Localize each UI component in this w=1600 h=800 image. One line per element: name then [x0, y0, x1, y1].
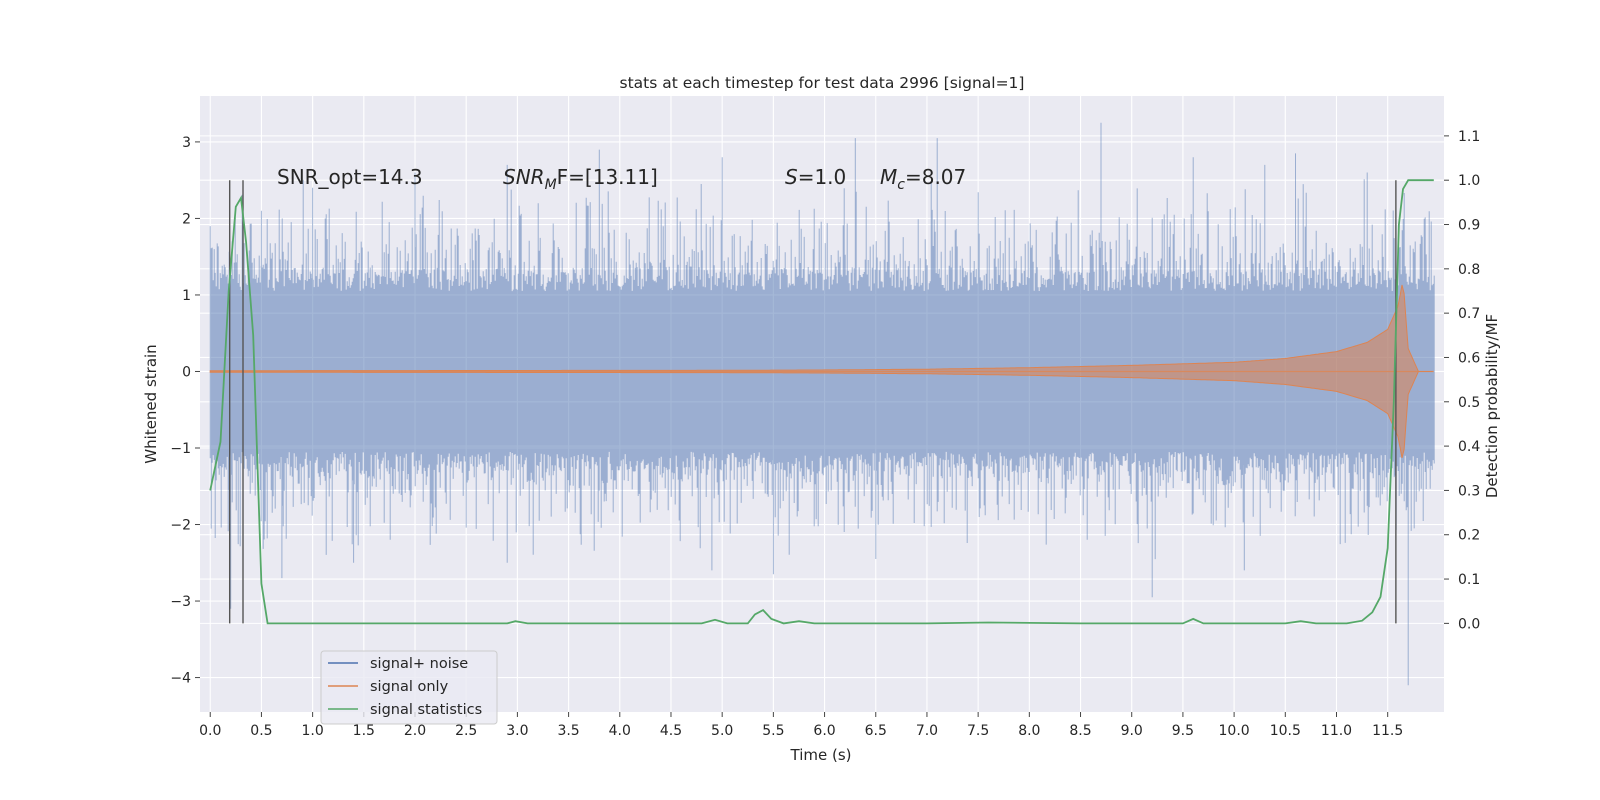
- right-y-tick-label: 0.4: [1458, 439, 1480, 455]
- x-tick-label: 7.5: [967, 723, 989, 739]
- right-y-tick-label: 0.1: [1458, 572, 1480, 588]
- x-tick-label: 0.5: [250, 723, 272, 739]
- mc-symbol: M: [880, 165, 897, 189]
- x-tick-label: 2.0: [404, 723, 426, 739]
- left-y-tick-label: 1: [182, 288, 191, 304]
- snr-mf-annotation: SNRMF=[13.11]: [503, 165, 658, 193]
- x-tick-label: 5.0: [711, 723, 733, 739]
- legend-label-noise: signal+ noise: [370, 656, 468, 672]
- right-y-tick-label: 0.2: [1458, 528, 1480, 544]
- x-tick-label: 6.5: [865, 723, 887, 739]
- right-y-axis-label: Detection probability/MF: [1483, 314, 1501, 498]
- left-y-tick-labels: 3 2 1 0 −1 −2 −3 −4: [170, 135, 200, 687]
- right-y-tick-label: 1.0: [1458, 173, 1480, 189]
- x-tick-label: 6.0: [813, 723, 835, 739]
- right-y-tick-label: 0.5: [1458, 395, 1480, 411]
- left-y-tick-label: 2: [182, 211, 191, 227]
- x-tick-label: 1.5: [353, 723, 375, 739]
- signal-statistics-series: [209, 179, 1434, 625]
- x-tick-label: 5.5: [762, 723, 784, 739]
- mc-annotation: Mc=8.07: [880, 165, 966, 193]
- left-y-axis-label: Whitened strain: [142, 344, 160, 463]
- x-tick-label: 8.0: [1018, 723, 1040, 739]
- x-tick-label: 11.0: [1321, 723, 1352, 739]
- x-tick-label: 3.0: [506, 723, 528, 739]
- x-tick-label: 1.0: [301, 723, 323, 739]
- x-tick-label: 10.5: [1270, 723, 1301, 739]
- snr-opt-annotation: SNR_opt=14.3: [277, 165, 423, 189]
- right-y-tick-labels: 1.1 1.0 0.9 0.8 0.7 0.6 0.5 0.4 0.3 0.2 0.1 0.0: [1444, 129, 1480, 632]
- x-tick-label: 10.0: [1219, 723, 1250, 739]
- left-y-tick-label: 3: [182, 135, 191, 151]
- x-tick-label: 0.0: [199, 723, 221, 739]
- s-annotation: S=1.0: [785, 165, 846, 189]
- vertical-markers: [228, 180, 1397, 624]
- right-y-tick-label: 0.6: [1458, 350, 1480, 366]
- left-y-tick-label: −1: [170, 441, 191, 457]
- x-tick-labels: 0.0 0.5 1.0 1.5 2.0 2.5 3.0 3.5 4.0 4.5 5.0 5.5 6.0 6…: [199, 712, 1403, 739]
- s-symbol: S: [785, 165, 798, 189]
- left-y-tick-label: −3: [170, 594, 191, 610]
- x-tick-label: 9.0: [1121, 723, 1143, 739]
- s-value: =1.0: [798, 165, 847, 189]
- snr-mf-value: F=[13.11]: [557, 165, 658, 189]
- x-tick-label: 7.0: [916, 723, 938, 739]
- x-tick-label: 8.5: [1069, 723, 1091, 739]
- left-y-tick-label: −4: [170, 671, 191, 687]
- snr-mf-symbol: SNR: [503, 165, 545, 189]
- right-y-tick-label: 0.3: [1458, 483, 1480, 499]
- mc-subscript: c: [897, 177, 905, 193]
- left-y-tick-label: 0: [182, 364, 191, 380]
- legend-label-statistics: signal statistics: [370, 702, 482, 718]
- snr-mf-subscript: M: [545, 177, 557, 193]
- chart-title: stats at each timestep for test data 299…: [620, 74, 1025, 92]
- right-y-tick-label: 0.9: [1458, 218, 1480, 234]
- legend: signal+ noise signal only signal statist…: [320, 650, 498, 725]
- x-tick-label: 3.5: [557, 723, 579, 739]
- left-y-tick-label: −2: [170, 518, 191, 534]
- x-tick-label: 9.5: [1172, 723, 1194, 739]
- legend-label-signal: signal only: [370, 679, 449, 695]
- mc-value: =8.07: [905, 165, 966, 189]
- right-y-tick-label: 1.1: [1458, 129, 1480, 145]
- statistics-line: [209, 179, 1434, 625]
- x-axis-label: Time (s): [790, 746, 852, 764]
- right-y-tick-label: 0.0: [1458, 616, 1480, 632]
- right-y-tick-label: 0.8: [1458, 262, 1480, 278]
- legend-box: [320, 650, 498, 725]
- x-tick-label: 11.5: [1372, 723, 1403, 739]
- x-tick-label: 4.0: [609, 723, 631, 739]
- signal-only-series: [209, 284, 1434, 459]
- x-tick-label: 4.5: [660, 723, 682, 739]
- right-y-tick-label: 0.7: [1458, 306, 1480, 322]
- x-tick-label: 2.5: [455, 723, 477, 739]
